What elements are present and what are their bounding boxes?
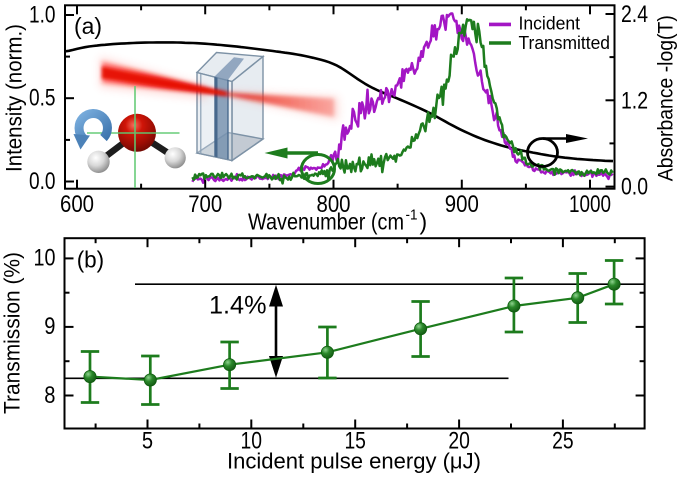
- svg-text:1.2: 1.2: [621, 87, 648, 114]
- svg-text:Wavenumber (cm: Wavenumber (cm: [248, 209, 404, 235]
- svg-text:10: 10: [241, 428, 263, 455]
- svg-text:Transmission (%): Transmission (%): [0, 252, 25, 414]
- svg-text:Incident pulse energy (μJ): Incident pulse energy (μJ): [227, 449, 481, 474]
- svg-text:0.5: 0.5: [29, 85, 56, 112]
- svg-text:Absorbance -log(T): Absorbance -log(T): [655, 15, 678, 181]
- svg-text:(a): (a): [74, 13, 102, 39]
- svg-text:800: 800: [317, 191, 351, 218]
- svg-text:): ): [420, 209, 428, 235]
- svg-text:20: 20: [448, 428, 470, 455]
- svg-text:(b): (b): [77, 247, 105, 273]
- svg-text:9: 9: [44, 313, 55, 340]
- svg-text:0.0: 0.0: [29, 168, 56, 195]
- svg-text:0.0: 0.0: [621, 174, 648, 201]
- svg-text:700: 700: [188, 191, 222, 218]
- svg-text:5: 5: [142, 428, 153, 455]
- svg-text:8: 8: [44, 382, 55, 409]
- svg-text:10: 10: [34, 245, 56, 272]
- svg-text:25: 25: [552, 428, 574, 455]
- svg-text:1.0: 1.0: [29, 1, 56, 28]
- svg-text:900: 900: [445, 191, 479, 218]
- svg-text:15: 15: [344, 428, 366, 455]
- svg-text:Incident: Incident: [519, 13, 581, 33]
- svg-text:1.4%: 1.4%: [209, 292, 267, 320]
- svg-text:-1: -1: [406, 207, 418, 224]
- svg-text:Transmitted: Transmitted: [519, 33, 611, 53]
- svg-text:Intensity (norm.): Intensity (norm.): [2, 24, 27, 172]
- svg-text:1000: 1000: [569, 191, 611, 218]
- svg-text:2.4: 2.4: [621, 1, 648, 28]
- svg-text:600: 600: [60, 191, 94, 218]
